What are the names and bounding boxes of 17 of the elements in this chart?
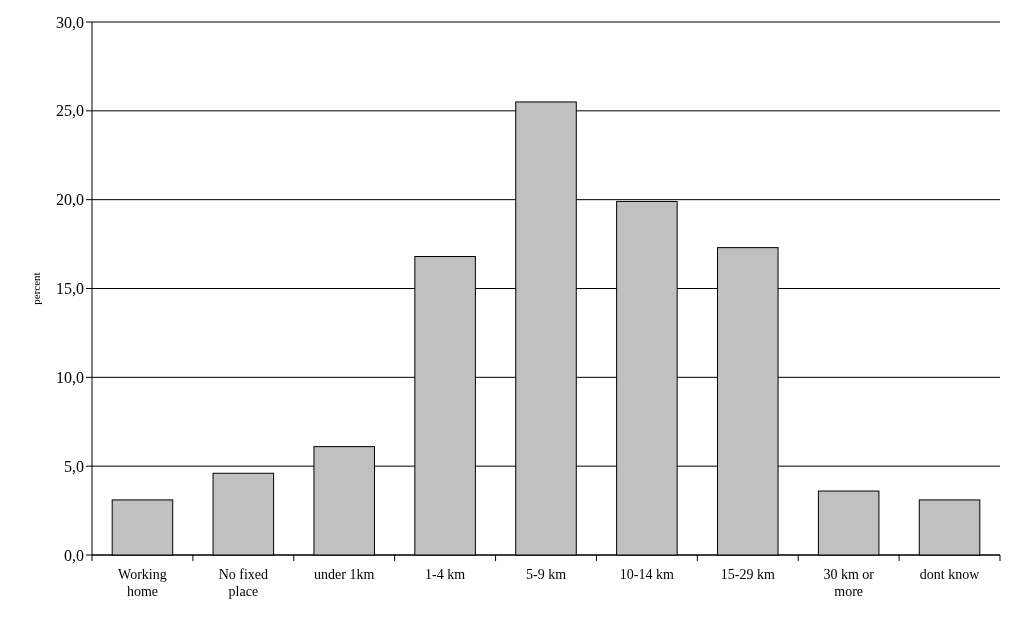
y-tick-label: 0,0 <box>64 546 84 564</box>
x-tick-label: 5-9 km <box>525 567 567 582</box>
y-tick-label: 25,0 <box>56 102 84 120</box>
y-tick-label: 20,0 <box>56 191 84 209</box>
x-tick-label: 1-4 km <box>425 567 466 582</box>
y-tick-label: 10,0 <box>56 368 84 386</box>
x-tick-label: under 1km <box>314 567 375 582</box>
y-tick-label: 30,0 <box>56 13 84 31</box>
x-tick-label: 15-29 km <box>720 567 775 582</box>
x-tick-label: dont know <box>919 567 981 582</box>
x-tick-label: 10-14 km <box>619 567 675 582</box>
y-axis-title: percent <box>30 272 42 305</box>
x-tick-label: Working home <box>118 567 167 599</box>
x-tick-label: 30 km or more <box>823 567 875 599</box>
x-tick-label: No fixed place <box>218 567 269 599</box>
y-tick-label: 15,0 <box>56 280 84 298</box>
y-tick-label: 5,0 <box>64 457 84 475</box>
